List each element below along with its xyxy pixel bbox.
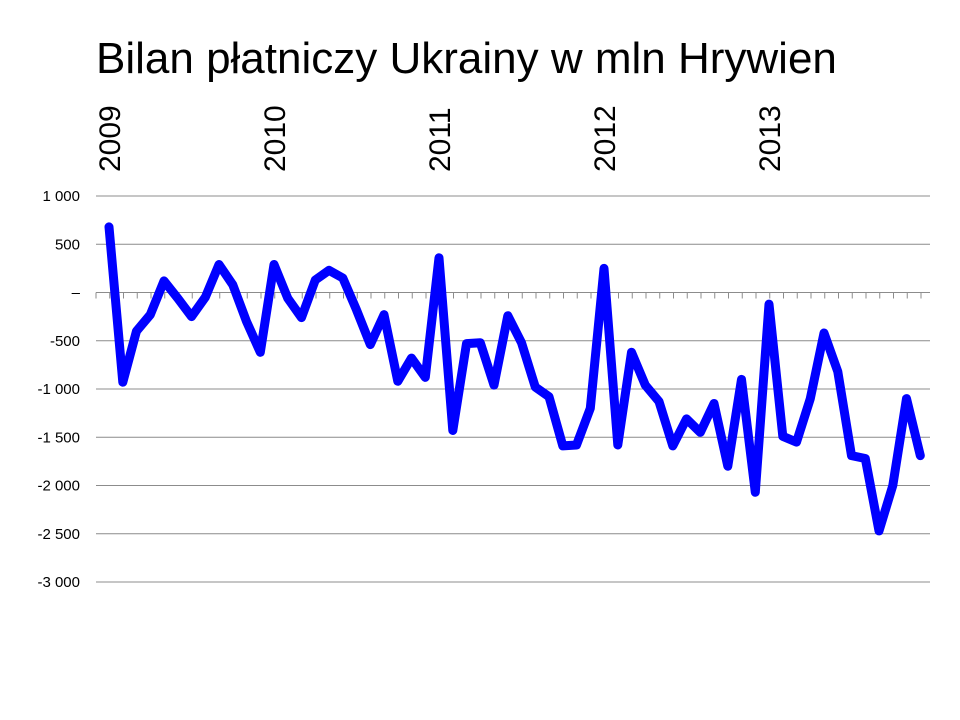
data-point xyxy=(851,455,852,457)
y-tick-label: -1 500 xyxy=(37,429,80,446)
data-point xyxy=(562,445,564,447)
y-tick-label: -2 500 xyxy=(37,526,80,543)
data-point xyxy=(438,257,440,259)
series-line xyxy=(104,222,925,536)
data-point xyxy=(713,402,715,404)
data-point xyxy=(864,457,866,459)
x-axis-year-labels: 2009 2010 2011 2012 2013 xyxy=(94,105,787,172)
data-point xyxy=(768,303,770,305)
x-year-label: 2010 xyxy=(259,105,292,172)
data-point xyxy=(548,396,550,398)
data-point xyxy=(246,320,247,322)
data-point xyxy=(191,316,192,318)
chart-title: Bilan płatniczy Ukrainy w mln Hrywien xyxy=(96,34,837,83)
data-point xyxy=(342,277,344,279)
data-point xyxy=(122,381,124,383)
data-point xyxy=(631,351,632,353)
data-point xyxy=(411,357,412,359)
data-point xyxy=(177,297,179,299)
x-year-label: 2011 xyxy=(424,107,457,172)
data-point xyxy=(906,398,907,400)
data-point xyxy=(108,226,110,228)
y-tick-label: – xyxy=(72,285,81,302)
data-point xyxy=(589,407,591,409)
data-point xyxy=(356,309,357,311)
data-point xyxy=(741,378,742,380)
x-axis xyxy=(95,292,930,299)
series-layer xyxy=(104,222,925,536)
data-point xyxy=(232,284,234,286)
data-point xyxy=(287,297,289,299)
data-point xyxy=(892,485,894,486)
data-point xyxy=(301,317,302,319)
data-point xyxy=(136,330,137,332)
data-point xyxy=(397,380,399,382)
data-point xyxy=(796,441,797,443)
data-point xyxy=(534,386,536,388)
data-point xyxy=(204,296,206,298)
data-point xyxy=(424,376,426,378)
data-point xyxy=(369,344,371,346)
x-year-label: 2013 xyxy=(754,105,787,172)
data-point xyxy=(466,343,467,345)
data-point xyxy=(919,455,921,457)
data-point xyxy=(672,445,674,447)
y-axis-tick-labels: 1 000 500 – -500 -1 000 -1 500 -2 000 -2 500 -3 … xyxy=(37,188,80,591)
data-point xyxy=(644,384,646,386)
data-point xyxy=(493,384,495,386)
data-point xyxy=(273,264,275,266)
x-year-label: 2012 xyxy=(589,105,622,172)
data-point xyxy=(218,264,220,266)
grid-lines xyxy=(96,195,930,583)
data-point xyxy=(809,398,811,400)
data-point xyxy=(878,530,880,532)
data-point xyxy=(617,444,619,446)
data-point xyxy=(507,315,509,317)
x-year-label: 2009 xyxy=(94,105,127,172)
y-tick-label: -1 000 xyxy=(37,381,80,398)
y-tick-label: 500 xyxy=(55,236,80,253)
y-tick-label: 1 000 xyxy=(42,188,80,205)
data-point xyxy=(823,332,825,334)
data-point xyxy=(383,314,385,316)
y-tick-label: -500 xyxy=(50,333,80,350)
data-point xyxy=(149,314,151,316)
data-point xyxy=(603,267,605,269)
data-point xyxy=(521,342,522,344)
data-point xyxy=(699,431,701,433)
data-point xyxy=(837,371,839,373)
data-point xyxy=(686,418,687,420)
data-point xyxy=(727,465,729,467)
data-point xyxy=(782,435,784,437)
data-point xyxy=(259,351,261,353)
data-point xyxy=(576,444,577,446)
data-point xyxy=(754,491,756,493)
y-tick-label: -2 000 xyxy=(37,478,80,495)
data-point xyxy=(452,429,454,431)
data-point xyxy=(163,280,165,282)
y-tick-label: -3 000 xyxy=(37,574,80,591)
data-point xyxy=(328,269,330,271)
data-point xyxy=(314,279,316,281)
data-point xyxy=(479,342,481,344)
data-point xyxy=(658,401,660,403)
